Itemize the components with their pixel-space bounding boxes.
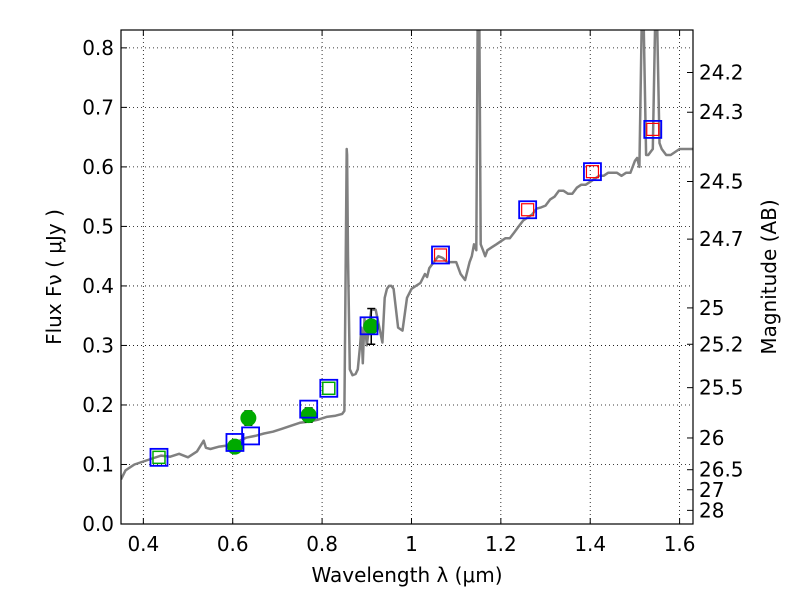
y-tick-label: 0.1: [82, 452, 114, 476]
x-tick-label: 1.6: [664, 532, 696, 556]
model-point: [319, 378, 339, 398]
x-axis-label: Wavelength λ (μm): [311, 563, 502, 587]
mag-tick-label: 24.3: [699, 100, 744, 124]
y-tick-label: 0.5: [82, 214, 114, 238]
sed-template-line: [121, 30, 693, 480]
y-tick-label: 0.3: [82, 333, 114, 357]
mag-tick-label: 24.2: [699, 61, 744, 85]
mag-tick-label: 26.5: [699, 458, 744, 482]
model-point-nir: [521, 203, 535, 217]
model-point-nir: [646, 122, 660, 136]
mag-tick-label: 28: [699, 498, 724, 522]
observed-point: [363, 318, 380, 335]
sed-template-layer: [121, 30, 693, 480]
mag-tick-label: 25.5: [699, 376, 744, 400]
axis-ticks: 0.4 0.6 0.8 1 1.2 1.4 1.6 0.0 0.1 0.2 0.3 0.4 0.5 0.6…: [82, 30, 744, 556]
plot-frame: [120, 29, 694, 525]
model-point-nir: [585, 165, 600, 179]
x-tick-label: 1.2: [485, 532, 517, 556]
x-tick-label: 0.8: [306, 532, 338, 556]
y-tick-label: 0.7: [82, 95, 114, 119]
model-point: [643, 119, 663, 139]
x-tick-label: 0.4: [127, 532, 159, 556]
model-point-optical: [152, 450, 166, 465]
model-point-nir: [433, 248, 448, 262]
y-tick-label: 0.6: [82, 155, 114, 179]
x-tick-label: 1.4: [574, 532, 606, 556]
model-point: [225, 433, 245, 452]
y-axis-right-label: Magnitude (AB): [757, 199, 781, 354]
model-point: [149, 447, 169, 467]
observed-point: [240, 410, 257, 427]
mag-tick-label: 25.2: [699, 332, 744, 356]
y-tick-label: 0.0: [82, 512, 114, 536]
mag-tick-label: 27: [699, 478, 724, 502]
y-axis-label: Flux Fν ( μJy ): [42, 209, 66, 345]
model-point: [359, 316, 379, 336]
photometry-layer: [149, 119, 663, 467]
observed-point: [300, 407, 317, 424]
model-point: [431, 245, 450, 265]
model-point: [241, 426, 260, 446]
y-tick-label: 0.8: [82, 36, 114, 60]
x-tick-label: 1: [405, 532, 418, 556]
grid: [121, 30, 693, 525]
model-point: [518, 200, 538, 220]
mag-tick-label: 25: [699, 296, 724, 320]
mag-tick-label: 24.5: [699, 170, 744, 194]
model-point: [299, 399, 319, 419]
model-point-optical: [322, 381, 336, 396]
mag-tick-label: 24.7: [699, 227, 744, 251]
x-tick-label: 0.6: [217, 532, 249, 556]
model-point: [583, 162, 602, 182]
y-tick-label: 0.2: [82, 393, 114, 417]
mag-tick-label: 26: [699, 426, 724, 450]
observed-point: [226, 438, 243, 455]
y-tick-label: 0.4: [82, 274, 114, 298]
